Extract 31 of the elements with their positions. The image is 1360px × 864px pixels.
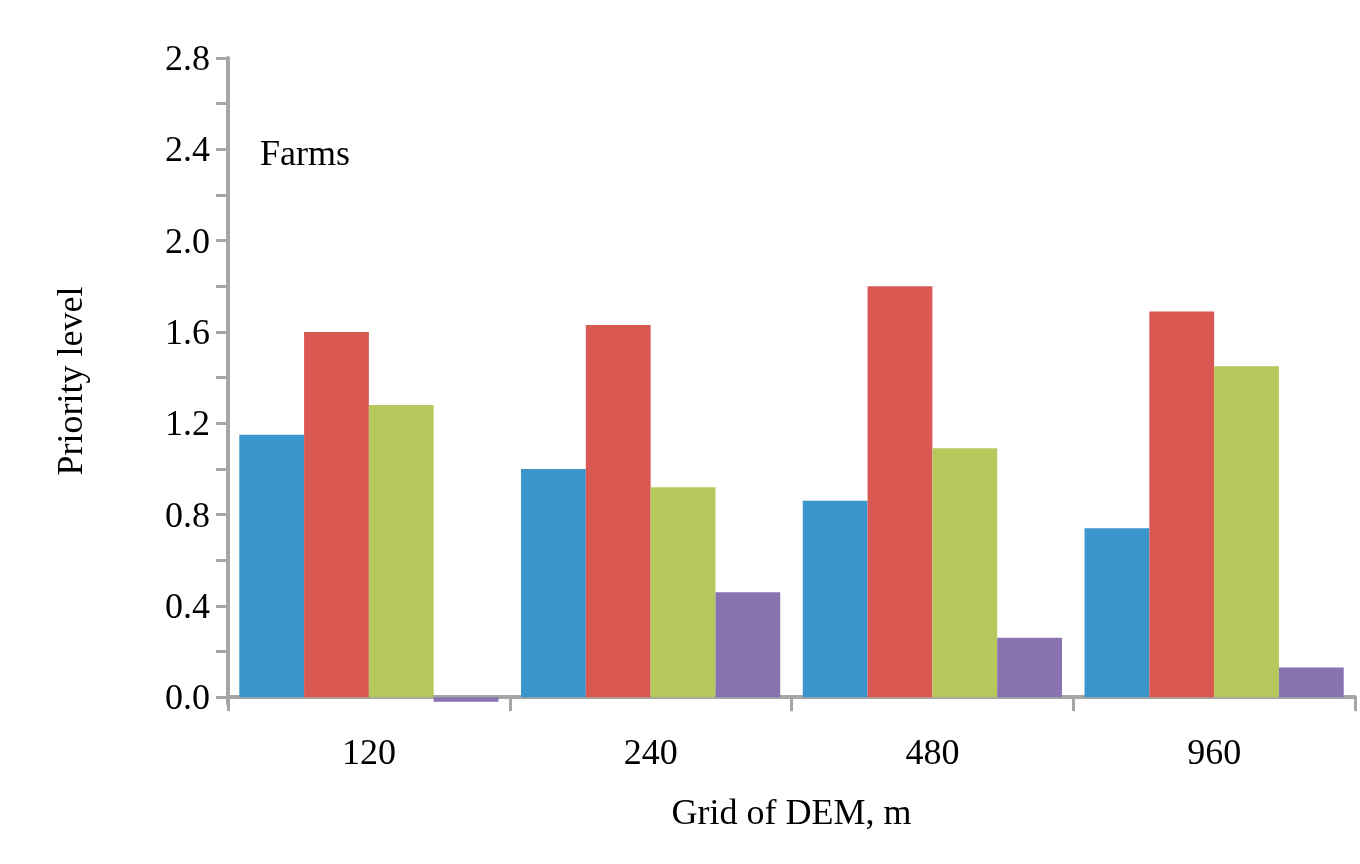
x-axis-title: Grid of DEM, m [671, 792, 912, 832]
bar [368, 404, 434, 698]
bar [1214, 366, 1279, 698]
y-tick-label: 1.2 [165, 403, 210, 444]
x-tick-label: 960 [1187, 732, 1242, 772]
x-tick-label: 480 [905, 732, 960, 772]
bar [521, 468, 586, 698]
bar [433, 697, 499, 702]
y-axis-title: Priority level [50, 286, 90, 476]
bar [650, 487, 716, 698]
annotation: Farms [260, 133, 350, 173]
bar [1149, 311, 1215, 698]
bar [304, 331, 369, 698]
bar [802, 500, 868, 698]
bar [997, 637, 1062, 698]
bar [715, 592, 781, 698]
y-tick-label: 2.0 [165, 220, 210, 261]
y-tick-label: 0.0 [165, 677, 210, 718]
y-tick-label: 0.8 [165, 494, 210, 535]
x-tick-label: 120 [341, 732, 396, 772]
bar [585, 325, 651, 698]
y-tick-label: 0.4 [165, 585, 210, 626]
bar [1278, 667, 1344, 698]
y-tick-label: 1.6 [165, 311, 210, 352]
bar [1084, 528, 1150, 698]
y-tick-label: 2.8 [165, 38, 210, 78]
x-tick-label: 240 [623, 732, 678, 772]
bar [867, 286, 933, 698]
bar [239, 434, 305, 698]
bar [932, 448, 998, 698]
y-tick-label: 2.4 [165, 129, 210, 170]
